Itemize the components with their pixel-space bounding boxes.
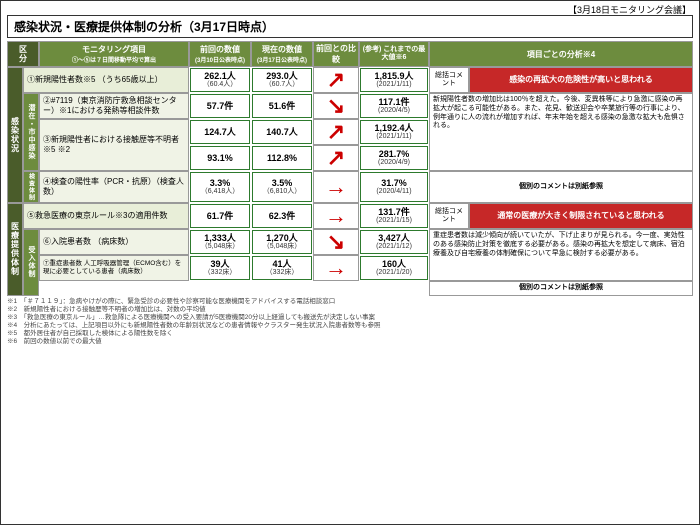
item-r7: ⑦重症患者数 人工呼吸器管理（ECMO含む）を現に必要としている患者（病床数） bbox=[39, 255, 189, 281]
item-r5: ⑤救急医療の東京ルール※3の適用件数 bbox=[23, 203, 189, 229]
summary-label-b: 総括コメント bbox=[429, 203, 469, 229]
arrow-r4 bbox=[313, 171, 359, 203]
col-kubun: 区分 bbox=[7, 41, 39, 67]
col-curr: 現在の数値(3月17日公表時点) bbox=[251, 41, 313, 67]
val-r3b-prev: 93.1% bbox=[190, 146, 250, 170]
col-ref: (参考) これまでの最大値※6 bbox=[359, 41, 429, 67]
fn5: ※5 都外居住者が自己採取した検体による陽性数を除く bbox=[7, 330, 693, 338]
item-r3: ③新規陽性者における接触歴等不明者※5 ※2 bbox=[39, 119, 189, 171]
page-title: 感染状況・医療提供体制の分析（3月17日時点） bbox=[7, 15, 693, 38]
subcat-a2: 検査体制 bbox=[23, 171, 39, 203]
arrow-r2 bbox=[313, 93, 359, 119]
val-r1-max: 1,815.9人(2021/1/11) bbox=[360, 68, 428, 92]
arrow-r3b bbox=[313, 145, 359, 171]
cat-b: 医療提供体制 bbox=[7, 203, 23, 296]
item-r1: ①新規陽性者数※5 （うち65歳以上） bbox=[23, 67, 189, 93]
footnotes: ※1 「＃７１１９」：急病やけがの際に、緊急受診の必要性や診察可能な医療機関をア… bbox=[7, 298, 693, 347]
val-r3b-max: 281.7%(2020/4/9) bbox=[360, 146, 428, 170]
val-r2-max: 117.1件(2020/4/5) bbox=[360, 94, 428, 118]
val-r4-max: 31.7%(2020/4/11) bbox=[360, 172, 428, 202]
note-ref-b: 個別のコメントは別紙参照 bbox=[429, 281, 693, 296]
analysis-b: 重症患者数は減少傾向が続いていたが、下げ止まりが見られる。今一度、実効性のある感… bbox=[429, 229, 693, 281]
val-r7-curr: 41人（332床） bbox=[252, 256, 312, 280]
col-analysis: 項目ごとの分析※4 bbox=[429, 41, 693, 67]
val-r5-max: 131.7件(2021/1/15) bbox=[360, 204, 428, 228]
val-r6-max: 3,427人(2021/1/12) bbox=[360, 230, 428, 254]
item-r6: ⑥入院患者数 （病床数） bbox=[39, 229, 189, 255]
fn2: ※2 新規陽性者における接触歴等不明者の増加比は、対数の平均値 bbox=[7, 306, 693, 314]
col-comp: 前回との比較 bbox=[313, 41, 359, 67]
summary-label-a: 総括コメント bbox=[429, 67, 469, 93]
fn3: ※3 「救急医療の東京ルール」…救急隊による医療機関への受入要請が5医療機関20… bbox=[7, 314, 693, 322]
subcat-b1: 受入体制 bbox=[23, 229, 39, 296]
val-r4-curr: 3.5%（6,810人） bbox=[252, 172, 312, 202]
val-r3b-curr: 112.8% bbox=[252, 146, 312, 170]
note-ref-a: 個別のコメントは別紙参照 bbox=[429, 171, 693, 203]
arrow-r7 bbox=[313, 255, 359, 281]
item-r4: ④検査の陽性率（PCR・抗原）（検査人数） bbox=[39, 171, 189, 203]
val-r1-prev: 262.1人（60.4人） bbox=[190, 68, 250, 92]
val-r5-curr: 62.3件 bbox=[252, 204, 312, 228]
val-r3-prev: 124.7人 bbox=[190, 120, 250, 144]
redbox-b: 通常の医療が大きく制限されていると思われる bbox=[469, 203, 693, 229]
fn1: ※1 「＃７１１９」：急病やけがの際に、緊急受診の必要性や診察可能な医療機関をア… bbox=[7, 298, 693, 306]
val-r7-max: 160人(2021/1/20) bbox=[360, 256, 428, 280]
val-r7-prev: 39人（332床） bbox=[190, 256, 250, 280]
col-item: モニタリング項目①～⑤は７日間移動平均で算出 bbox=[39, 41, 189, 67]
data-table: 区分 モニタリング項目①～⑤は７日間移動平均で算出 前回の数値(3月10日公表時… bbox=[7, 41, 693, 296]
redbox-a: 感染の再拡大の危険性が高いと思われる bbox=[469, 67, 693, 93]
val-r5-prev: 61.7件 bbox=[190, 204, 250, 228]
item-r2: ②#7119（東京消防庁救急相談センター）※1における発熱等相談件数 bbox=[39, 93, 189, 119]
val-r1-curr: 293.0人（60.7人） bbox=[252, 68, 312, 92]
page: 【3月18日モニタリング会議】 感染状況・医療提供体制の分析（3月17日時点） … bbox=[0, 0, 700, 525]
val-r6-prev: 1,333人（5,048床） bbox=[190, 230, 250, 254]
arrow-r1 bbox=[313, 67, 359, 93]
val-r6-curr: 1,270人（5,048床） bbox=[252, 230, 312, 254]
arrow-r6 bbox=[313, 229, 359, 255]
subcat-a1: 潜在・市中感染 bbox=[23, 93, 39, 171]
analysis-a: 新規陽性者数の増加比は100％を超えた。今後、変異株等により急激に感染の再拡大が… bbox=[429, 93, 693, 171]
val-r4-prev: 3.3%（6,418人） bbox=[190, 172, 250, 202]
arrow-r5 bbox=[313, 203, 359, 229]
arrow-r3 bbox=[313, 119, 359, 145]
val-r3-curr: 140.7人 bbox=[252, 120, 312, 144]
val-r2-curr: 51.6件 bbox=[252, 94, 312, 118]
cat-a: 感染状況 bbox=[7, 67, 23, 203]
fn6: ※6 前回の数値以前での最大値 bbox=[7, 338, 693, 346]
val-r3-max: 1,192.4人(2021/1/11) bbox=[360, 120, 428, 144]
val-r2-prev: 57.7件 bbox=[190, 94, 250, 118]
header-note: 【3月18日モニタリング会議】 bbox=[568, 3, 691, 16]
col-prev: 前回の数値(3月10日公表時点) bbox=[189, 41, 251, 67]
